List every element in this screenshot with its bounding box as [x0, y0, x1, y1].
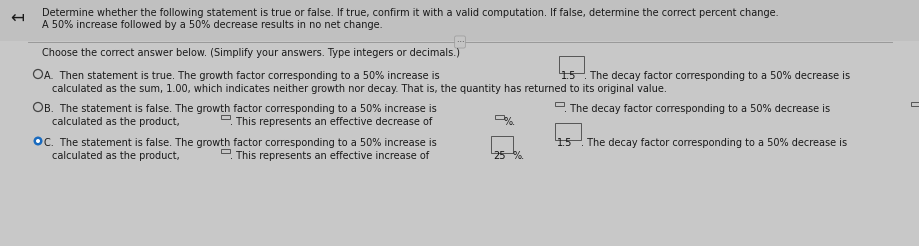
FancyBboxPatch shape	[221, 115, 230, 119]
Circle shape	[36, 139, 40, 143]
FancyBboxPatch shape	[554, 123, 580, 140]
Text: A.  Then statement is true. The growth factor corresponding to a 50% increase is: A. Then statement is true. The growth fa…	[44, 71, 442, 81]
Text: C.  The statement is false. The growth factor corresponding to a 50% increase is: C. The statement is false. The growth fa…	[44, 138, 439, 148]
Text: B.  The statement is false. The growth factor corresponding to a 50% increase is: B. The statement is false. The growth fa…	[44, 104, 439, 114]
Text: 1.5: 1.5	[556, 138, 572, 148]
Text: 25: 25	[493, 151, 505, 161]
Text: Choose the correct answer below. (Simplify your answers. Type integers or decima: Choose the correct answer below. (Simpli…	[42, 48, 460, 58]
Text: . The decay factor corresponding to a 50% decrease is: . The decay factor corresponding to a 50…	[584, 71, 853, 81]
FancyBboxPatch shape	[558, 56, 584, 73]
Text: . The decay factor corresponding to a 50% decrease is: . The decay factor corresponding to a 50…	[563, 104, 832, 114]
Text: A 50% increase followed by a 50% decrease results in no net change.: A 50% increase followed by a 50% decreas…	[42, 20, 382, 30]
FancyBboxPatch shape	[494, 115, 504, 119]
Text: ⋯: ⋯	[456, 37, 463, 46]
Text: %.: %.	[504, 117, 516, 127]
Text: . The decay factor corresponding to a 50% decrease is: . The decay factor corresponding to a 50…	[580, 138, 849, 148]
FancyBboxPatch shape	[910, 102, 919, 106]
Text: %.: %.	[513, 151, 525, 161]
Text: . This represents an effective decrease of: . This represents an effective decrease …	[230, 117, 435, 127]
FancyBboxPatch shape	[221, 149, 230, 153]
Text: . This represents an effective increase of: . This represents an effective increase …	[230, 151, 432, 161]
FancyBboxPatch shape	[0, 0, 919, 41]
Text: ↤: ↤	[10, 9, 24, 27]
FancyBboxPatch shape	[491, 136, 513, 153]
Text: calculated as the product,: calculated as the product,	[52, 117, 183, 127]
Text: calculated as the sum, 1.00, which indicates neither growth nor decay. That is, : calculated as the sum, 1.00, which indic…	[52, 84, 666, 94]
FancyBboxPatch shape	[554, 102, 563, 106]
Text: 1.5: 1.5	[560, 71, 575, 81]
Circle shape	[33, 137, 42, 145]
Text: calculated as the product,: calculated as the product,	[52, 151, 183, 161]
Text: Determine whether the following statement is true or false. If true, confirm it : Determine whether the following statemen…	[42, 8, 777, 18]
